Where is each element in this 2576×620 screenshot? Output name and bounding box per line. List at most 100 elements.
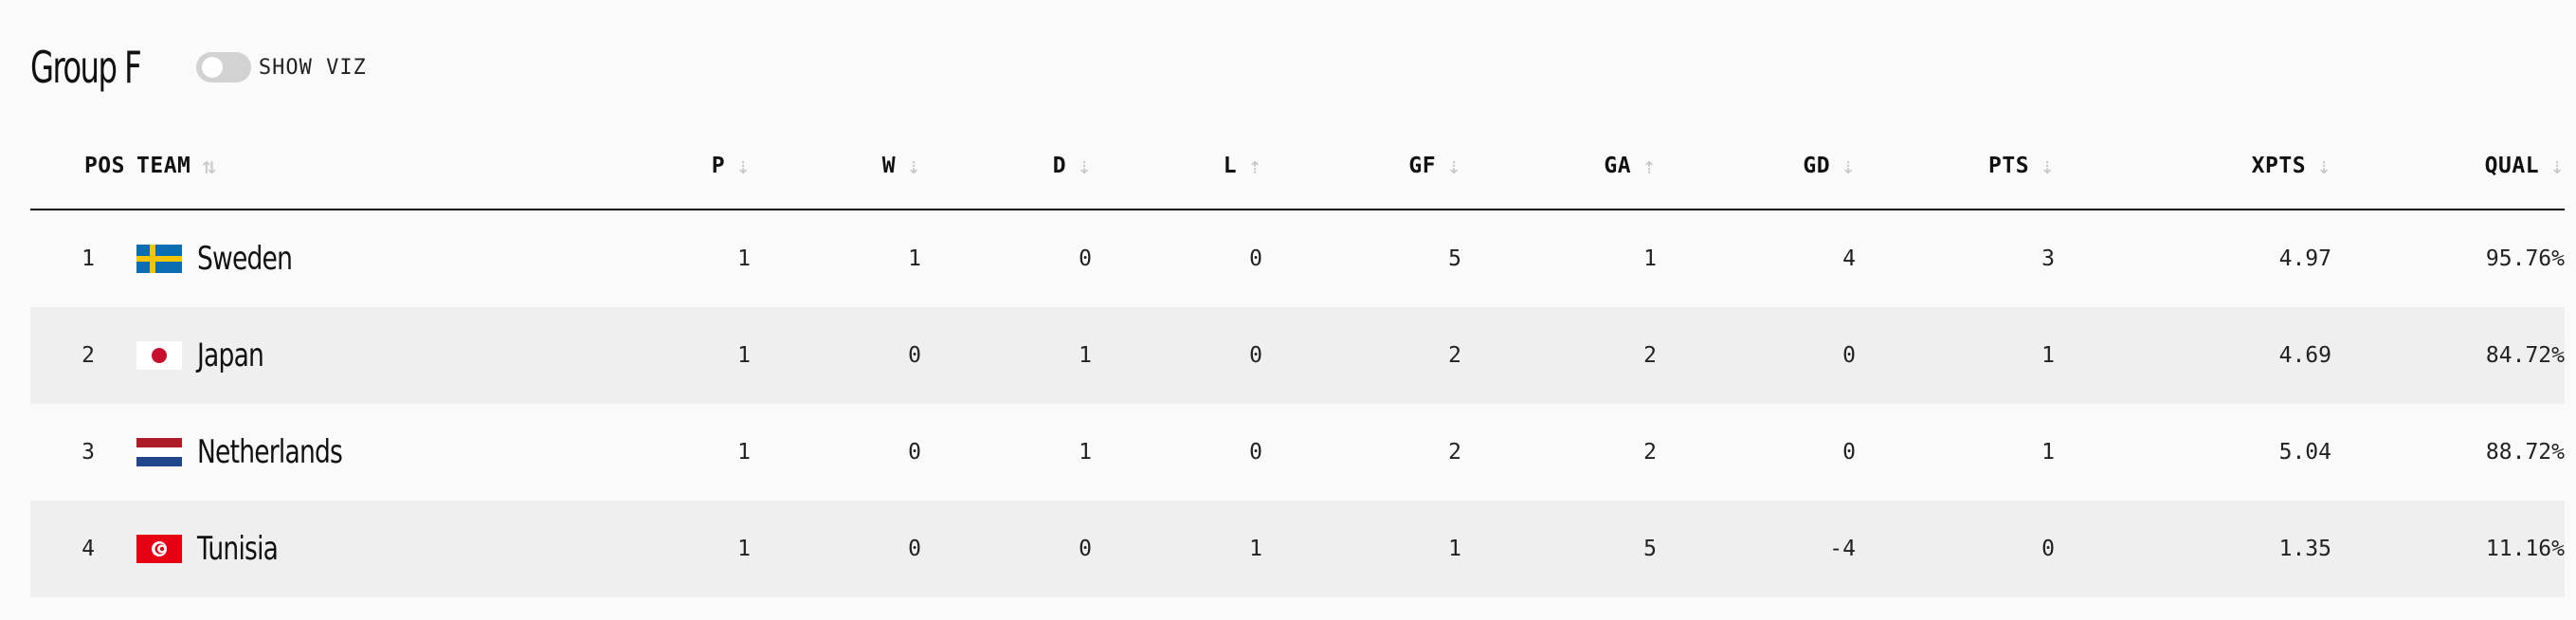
cell-d: 1 <box>921 404 1092 501</box>
cell-gd: 4 <box>1657 210 1856 307</box>
sort-numeric-asc-icon[interactable]: ⇡ <box>1642 153 1657 179</box>
cell-pts: 1 <box>1856 404 2055 501</box>
cell-p: 1 <box>561 501 751 597</box>
cell-gd: 0 <box>1657 307 1856 404</box>
sort-numeric-desc-icon[interactable]: ⇣ <box>2550 153 2565 179</box>
cell-value-pos: 1 <box>82 246 95 271</box>
cell-team: Netherlands <box>136 404 402 501</box>
table-row[interactable]: 2 Japan 1 0 1 0 2 2 0 1 4.69 84.72% <box>30 307 2565 404</box>
cell-xpts: 5.04 <box>2055 404 2331 501</box>
toggle-knob <box>201 57 223 78</box>
table-row[interactable]: 4 Tunisia 1 0 0 1 1 5 -4 0 1.35 11.16% <box>30 501 2565 597</box>
column-header-label: GF <box>1408 154 1437 178</box>
sweden-flag-icon <box>136 245 182 273</box>
cell-value-l: 1 <box>1249 537 1262 561</box>
column-header-gf[interactable]: GF ⇣ <box>1262 123 1461 209</box>
sort-numeric-desc-icon[interactable]: ⇣ <box>1447 153 1461 179</box>
cell-ga: 1 <box>1461 210 1657 307</box>
cell-team: Sweden <box>136 210 402 307</box>
cell-value-ga: 1 <box>1643 246 1657 271</box>
cell-value-d: 1 <box>1079 440 1092 465</box>
cell-ga: 2 <box>1461 404 1657 501</box>
cell-xpts: 4.97 <box>2055 210 2331 307</box>
column-header-l[interactable]: L ⇡ <box>1092 123 1262 209</box>
cell-pts: 1 <box>1856 307 2055 404</box>
column-header-label: QUAL <box>2484 154 2540 178</box>
cell-value-pts: 0 <box>2041 537 2055 561</box>
cell-value-pts: 1 <box>2041 440 2055 465</box>
column-header-p[interactable]: P ⇣ <box>561 123 751 209</box>
cell-value-qual: 84.72% <box>2485 343 2565 368</box>
cell-value-d: 1 <box>1079 343 1092 368</box>
toggle-switch[interactable] <box>195 52 251 82</box>
column-header-qual[interactable]: QUAL ⇣ <box>2331 123 2565 209</box>
cell-value-gf: 5 <box>1448 246 1461 271</box>
column-header-gd[interactable]: GD ⇣ <box>1657 123 1856 209</box>
sort-numeric-desc-icon[interactable]: ⇣ <box>907 153 921 179</box>
show-viz-toggle[interactable]: SHOW VIZ <box>195 52 367 82</box>
cell-xpts: 4.69 <box>2055 307 2331 404</box>
cell-value-pos: 2 <box>82 343 95 368</box>
sort-numeric-desc-icon[interactable]: ⇣ <box>736 153 751 179</box>
cell-gd: 0 <box>1657 404 1856 501</box>
column-header-label: GA <box>1604 154 1632 178</box>
cell-gd: -4 <box>1657 501 1856 597</box>
cell-value-p: 1 <box>737 537 751 561</box>
cell-value-pos: 4 <box>82 537 95 561</box>
cell-value-xpts: 1.35 <box>2278 537 2331 561</box>
column-header-label: XPTS <box>2251 154 2307 178</box>
table-body: 1 Sweden 1 1 0 0 5 1 4 3 4.97 95.76% 2 Japan 1 0 1 0 2 2 0 1 4… <box>30 210 2565 597</box>
column-header-ga[interactable]: GA ⇡ <box>1461 123 1657 209</box>
sort-alpha-icon[interactable]: ⇅ <box>202 153 217 179</box>
cell-value-pos: 3 <box>82 440 95 465</box>
cell-w: 1 <box>751 210 921 307</box>
cell-value-w: 1 <box>908 246 921 271</box>
cell-value-gf: 2 <box>1448 343 1461 368</box>
cell-gf: 1 <box>1262 501 1461 597</box>
sort-numeric-desc-icon[interactable]: ⇣ <box>1841 153 1856 179</box>
sort-numeric-desc-icon[interactable]: ⇣ <box>1078 153 1092 179</box>
team-name[interactable]: Netherlands <box>197 433 343 471</box>
column-header-w[interactable]: W ⇣ <box>751 123 921 209</box>
column-header-pts[interactable]: PTS ⇣ <box>1856 123 2055 209</box>
cell-pts: 3 <box>1856 210 2055 307</box>
cell-xpts: 1.35 <box>2055 501 2331 597</box>
cell-w: 0 <box>751 404 921 501</box>
column-header-label: GD <box>1803 154 1831 178</box>
cell-value-gd: 4 <box>1842 246 1856 271</box>
cell-l: 0 <box>1092 307 1262 404</box>
group-header: Group F SHOW VIZ <box>30 34 367 100</box>
cell-value-ga: 2 <box>1643 440 1657 465</box>
cell-ga: 5 <box>1461 501 1657 597</box>
cell-w: 0 <box>751 501 921 597</box>
cell-value-d: 0 <box>1079 537 1092 561</box>
cell-l: 0 <box>1092 210 1262 307</box>
table-row[interactable]: 3 Netherlands 1 0 1 0 2 2 0 1 5.04 88.72% <box>30 404 2565 501</box>
cell-value-p: 1 <box>737 440 751 465</box>
cell-value-gd: -4 <box>1829 537 1856 561</box>
column-header-xpts[interactable]: XPTS ⇣ <box>2055 123 2331 209</box>
cell-ga: 2 <box>1461 307 1657 404</box>
cell-value-w: 0 <box>908 343 921 368</box>
cell-value-ga: 2 <box>1643 343 1657 368</box>
cell-qual: 95.76% <box>2331 210 2565 307</box>
sort-numeric-asc-icon[interactable]: ⇡ <box>1248 153 1262 179</box>
sort-numeric-desc-icon[interactable]: ⇣ <box>2317 153 2331 179</box>
cell-qual: 11.16% <box>2331 501 2565 597</box>
column-header-label: PTS <box>1988 154 2030 178</box>
column-header-pos: POS <box>30 123 125 209</box>
sort-numeric-desc-icon[interactable]: ⇣ <box>2041 153 2055 179</box>
cell-value-l: 0 <box>1249 343 1262 368</box>
cell-p: 1 <box>561 307 751 404</box>
cell-qual: 88.72% <box>2331 404 2565 501</box>
cell-value-l: 0 <box>1249 246 1262 271</box>
column-header-d[interactable]: D ⇣ <box>921 123 1092 209</box>
cell-value-xpts: 5.04 <box>2278 440 2331 465</box>
column-header-team[interactable]: TEAM ⇅ <box>136 123 402 209</box>
cell-w: 0 <box>751 307 921 404</box>
team-name[interactable]: Tunisia <box>197 530 279 568</box>
table-row[interactable]: 1 Sweden 1 1 0 0 5 1 4 3 4.97 95.76% <box>30 210 2565 307</box>
team-name[interactable]: Sweden <box>197 240 293 278</box>
team-name[interactable]: Japan <box>197 337 264 374</box>
standings-table: POS TEAM ⇅ P ⇣ W ⇣ D ⇣ L ⇡ GF ⇣ GA ⇡ GD ⇣ PTS ⇣ XPTS ⇣ QUAL ⇣ … <box>30 123 2565 597</box>
